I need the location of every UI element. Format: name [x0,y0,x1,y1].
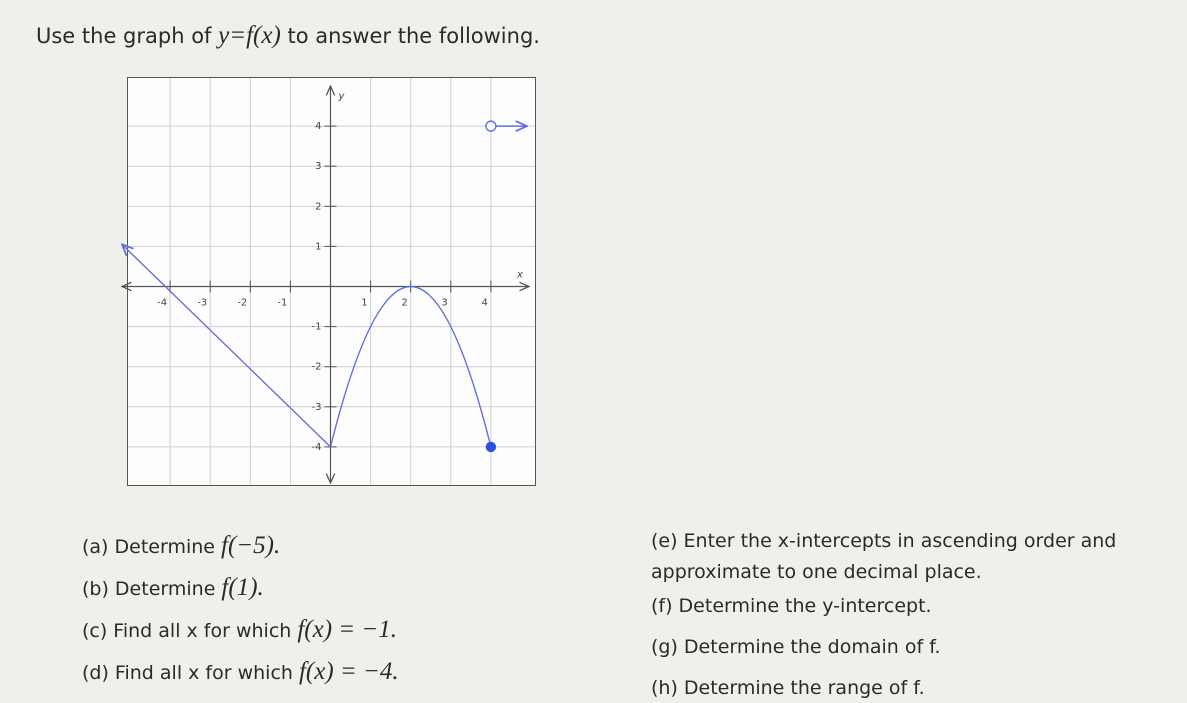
x-tick-label: 4 [482,298,488,309]
y-tick-label: -1 [312,322,322,333]
question: (h) Determine the range of f. [651,677,925,699]
y-tick-label: -4 [312,442,322,453]
y-tick-label: 3 [315,161,321,172]
question: (b) Determine f(1). [82,574,264,602]
question: (e) Enter the x-intercepts in ascending … [651,530,1116,552]
question-text: (f) Determine the y-intercept. [651,595,932,617]
question-text: (b) Determine [82,578,222,600]
closed-point [485,441,497,453]
y-axis-label: y [337,91,345,102]
question-text: approximate to one decimal place. [651,561,982,583]
question-math: f(x) = −1. [297,616,398,643]
y-tick-label: 1 [315,241,321,252]
question-text: (a) Determine [82,536,222,558]
question: (c) Find all x for which f(x) = −1. [82,616,397,644]
x-axis-label: x [516,270,523,281]
title-math: y=f(x) [218,22,281,49]
x-tick-label: -3 [197,298,207,309]
title-text: to answer the following. [280,24,540,48]
curve [329,286,492,448]
graph: x y -4 -3 -2 -1 1 2 3 4 -4 -3 -2 -1 1 2 3 4 [128,78,535,485]
question-math: f(−5). [221,532,281,559]
question-math: f(1). [221,574,264,601]
question-text: (d) Find all x for which [82,662,299,684]
open-point [485,120,497,132]
x-tick-label: -2 [237,298,247,309]
question: (g) Determine the domain of f. [651,636,941,658]
x-tick-label: -4 [157,298,167,309]
x-tick-label: 1 [361,298,367,309]
y-tick-label: -2 [312,362,322,373]
title: Use the graph of y=f(x) to answer the fo… [36,22,540,50]
x-tick-label: 2 [401,298,407,309]
question-text: (c) Find all x for which [82,620,298,642]
graph-frame: x y -4 -3 -2 -1 1 2 3 4 -4 -3 -2 -1 1 2 3 4 [128,77,536,486]
question: (a) Determine f(−5). [82,532,280,560]
y-tick-label: 2 [315,201,321,212]
y-tick-label: -3 [312,402,322,413]
question-text: (g) Determine the domain of f. [651,636,941,658]
question-math: f(x) = −4. [298,658,399,685]
x-tick-label: 3 [441,298,447,309]
question: (f) Determine the y-intercept. [651,595,932,617]
question-text: (h) Determine the range of f. [651,677,925,699]
curve [122,244,331,448]
question: (d) Find all x for which f(x) = −4. [82,658,399,686]
question: approximate to one decimal place. [651,561,982,583]
question-text: (e) Enter the x-intercepts in ascending … [651,530,1117,552]
y-tick-label: 4 [315,121,321,132]
x-tick-label: -1 [277,298,287,309]
title-text: Use the graph of [36,24,219,48]
